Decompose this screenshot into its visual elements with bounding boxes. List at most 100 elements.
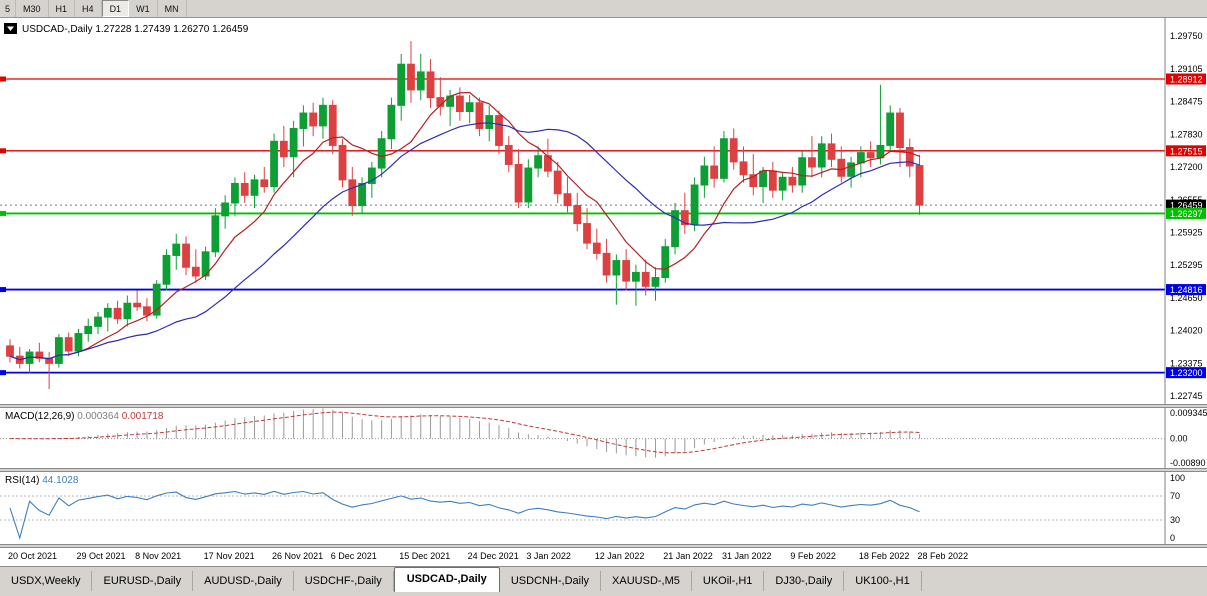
- rsi-scale-label: 70: [1170, 491, 1180, 501]
- candle-body: [338, 144, 347, 181]
- price-axis[interactable]: 1.297501.291051.284751.278301.272001.265…: [1166, 31, 1206, 401]
- timeframe-toolbar: 5 M30 H1 H4 D1 W1 MN: [0, 0, 1207, 18]
- candle-body: [407, 63, 415, 91]
- candle-body: [583, 223, 591, 244]
- candle-body: [866, 152, 875, 159]
- macd-signal-line: [9, 411, 920, 454]
- timeframe-button-w1[interactable]: W1: [129, 0, 158, 17]
- date-tick-label: 6 Dec 2021: [331, 551, 377, 561]
- chart-tab-xauusd-m5[interactable]: XAUUSD-,M5: [601, 571, 692, 591]
- chart-tab-eurusd-daily[interactable]: EURUSD-,Daily: [92, 571, 194, 591]
- candle-body: [182, 243, 190, 268]
- candle-body: [602, 252, 611, 276]
- price-line-label: 1.23200: [1170, 368, 1203, 378]
- date-tick-label: 18 Feb 2022: [859, 551, 910, 561]
- panel-divider[interactable]: [0, 468, 1207, 472]
- chart-tab-usdchf-daily[interactable]: USDCHF-,Daily: [294, 571, 394, 591]
- candle-body: [524, 167, 533, 203]
- date-tick-label: 29 Oct 2021: [76, 551, 125, 561]
- panel-divider[interactable]: [0, 544, 1207, 548]
- candle-body: [231, 182, 239, 204]
- candle-body: [172, 243, 181, 256]
- date-tick-label: 21 Jan 2022: [663, 551, 713, 561]
- candle-body: [367, 167, 376, 184]
- price-tick-label: 1.29105: [1170, 64, 1203, 74]
- triangle-down-icon: [7, 26, 14, 31]
- price-tick-label: 1.25925: [1170, 228, 1203, 238]
- chart-ohlc-label: USDCAD-,Daily 1.27228 1.27439 1.26270 1.…: [22, 24, 249, 35]
- candle-body: [485, 115, 494, 129]
- chart-tab-uk100-h1[interactable]: UK100-,H1: [844, 571, 922, 591]
- candle-body: [348, 179, 357, 207]
- panel-divider[interactable]: [0, 404, 1207, 408]
- chart-tab-usdx-weekly[interactable]: USDX,Weekly: [0, 571, 93, 591]
- candle-body: [808, 157, 816, 168]
- candle-body: [915, 165, 924, 206]
- timeframe-button-m30[interactable]: M30: [16, 0, 49, 17]
- chart-tab-usdcnh-daily[interactable]: USDCNH-,Daily: [500, 571, 602, 591]
- macd-scale-bottom: -0.00890: [1170, 458, 1206, 468]
- candle-body: [240, 182, 249, 196]
- price-tick-label: 1.24020: [1170, 325, 1203, 335]
- timeframe-button-d1[interactable]: D1: [101, 0, 130, 17]
- candle-body: [592, 242, 601, 254]
- date-tick-label: 24 Dec 2021: [468, 551, 519, 561]
- date-tick-label: 3 Jan 2022: [526, 551, 571, 561]
- timeframe-button-h4[interactable]: H4: [75, 0, 102, 17]
- candle-body: [211, 215, 220, 253]
- candle-body: [632, 271, 640, 282]
- chart-canvas[interactable]: USDCAD-,Daily 1.27228 1.27439 1.26270 1.…: [0, 18, 1207, 566]
- candle-body: [700, 165, 709, 186]
- price-line-badge: [1166, 284, 1206, 296]
- candle-body: [690, 184, 699, 226]
- timeframe-button-5[interactable]: 5: [0, 0, 17, 17]
- candle-body: [6, 345, 14, 357]
- candle-body: [739, 161, 748, 176]
- price-tick-label: 1.22745: [1170, 391, 1203, 401]
- candle-body: [416, 71, 425, 91]
- current-price-badge: [1166, 199, 1206, 211]
- timeframe-button-mn[interactable]: MN: [158, 0, 187, 17]
- chart-tab-ukoil-h1[interactable]: UKOil-,H1: [692, 571, 765, 591]
- candle-body: [798, 157, 807, 186]
- price-tick-label: 1.29750: [1170, 31, 1203, 41]
- candle-body: [191, 266, 200, 277]
- candle-body: [455, 95, 464, 113]
- chart-tab-audusd-daily[interactable]: AUDUSD-,Daily: [193, 571, 294, 591]
- candle-body: [465, 102, 474, 113]
- candle-body: [446, 95, 455, 107]
- price-line-label: 1.24816: [1170, 285, 1203, 295]
- price-line-anchor[interactable]: [0, 370, 6, 376]
- candle-body: [289, 127, 298, 158]
- candle-body: [319, 104, 327, 127]
- candle-body: [64, 337, 73, 352]
- price-line-anchor[interactable]: [0, 148, 6, 154]
- candle-body: [680, 210, 689, 226]
- candle-body: [514, 163, 523, 203]
- date-tick-label: 20 Oct 2021: [8, 551, 57, 561]
- price-line-badge: [1166, 145, 1206, 157]
- price-line-label: 1.28912: [1170, 75, 1203, 85]
- candle-body: [152, 283, 161, 316]
- candle-body: [279, 140, 288, 158]
- candle-body: [426, 71, 435, 99]
- timeframe-button-h1[interactable]: H1: [49, 0, 76, 17]
- chart-tab-usdcad-daily[interactable]: USDCAD-,Daily: [393, 567, 500, 592]
- macd-scale-top: 0.009345: [1170, 408, 1207, 418]
- candle-body: [661, 246, 670, 279]
- price-line-anchor[interactable]: [0, 76, 6, 82]
- candle-body: [84, 325, 93, 335]
- candle-body: [759, 170, 767, 188]
- price-line-anchor[interactable]: [0, 287, 6, 293]
- candle-body: [710, 165, 719, 179]
- rsi-scale-label: 30: [1170, 515, 1180, 525]
- candle-body: [856, 152, 865, 164]
- price-line-anchor[interactable]: [0, 210, 6, 216]
- candle-body: [778, 176, 787, 191]
- candle-body: [573, 205, 582, 225]
- chart-tab-dj30-daily[interactable]: DJ30-,Daily: [764, 571, 845, 591]
- candle-body: [641, 271, 650, 287]
- candle-body: [553, 170, 562, 195]
- candle-body: [377, 138, 386, 169]
- date-axis[interactable]: 20 Oct 2021 29 Oct 2021 8 Nov 2021 17 Nov 2…: [8, 551, 968, 561]
